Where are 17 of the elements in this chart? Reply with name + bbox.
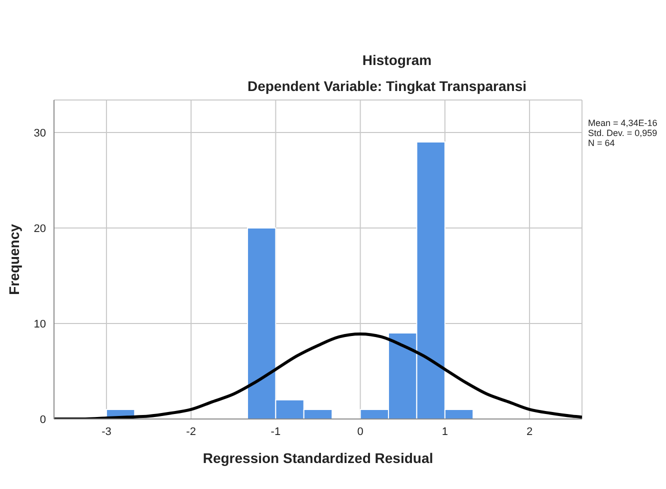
x-tick-label: 0 bbox=[357, 426, 364, 438]
text: N = 64 bbox=[588, 138, 616, 148]
x-tick-label: -2 bbox=[186, 426, 196, 438]
y-tick-label: 0 bbox=[40, 414, 46, 426]
x-axis-title: Regression Standardized Residual bbox=[202, 450, 434, 466]
text: Std. Dev. = 0,959 bbox=[588, 128, 658, 138]
chart-subtitle: Dependent Variable: Tingkat Transparansi bbox=[246, 78, 528, 94]
x-tick-label: 2 bbox=[526, 426, 533, 438]
y-tick-label: 30 bbox=[34, 127, 46, 140]
y-tick-label: 10 bbox=[34, 318, 46, 330]
text: Mean = 4,34E-16 bbox=[588, 118, 658, 128]
x-tick-label: -1 bbox=[270, 426, 281, 438]
x-tick-label: -3 bbox=[102, 426, 112, 438]
y-tick-label: 20 bbox=[34, 222, 46, 235]
x-tick-label: 1 bbox=[442, 426, 448, 438]
y-axis-title: Frequency bbox=[6, 224, 22, 295]
chart-title: Histogram bbox=[361, 52, 433, 68]
